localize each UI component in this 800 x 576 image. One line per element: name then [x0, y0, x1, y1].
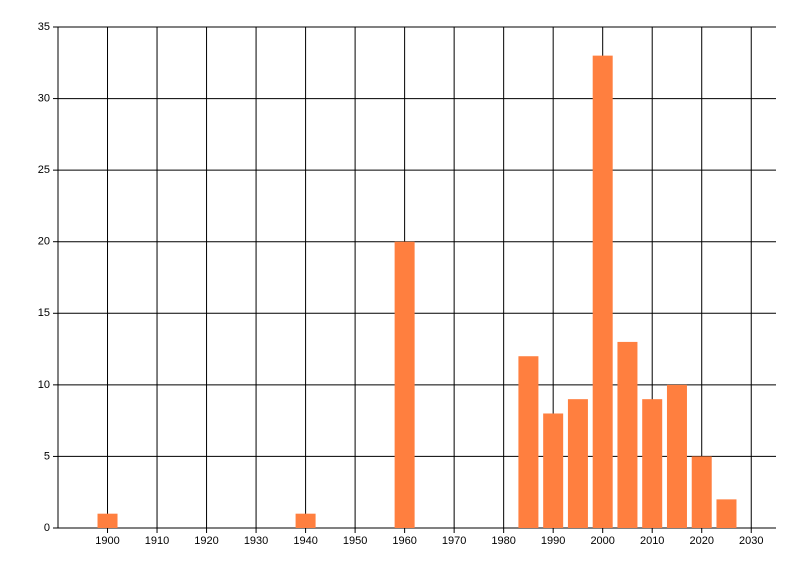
- bar: [691, 456, 712, 528]
- x-tick-label: 1910: [145, 535, 169, 547]
- y-tick-label: 20: [38, 236, 50, 248]
- x-tick-label: 2000: [590, 535, 614, 547]
- bar: [97, 513, 118, 528]
- bar: [716, 499, 737, 528]
- x-tick-label: 2030: [739, 535, 763, 547]
- x-tick-label: 1970: [442, 535, 466, 547]
- y-tick-label: 10: [38, 379, 50, 391]
- y-tick-label: 25: [38, 164, 50, 176]
- bar: [666, 384, 687, 528]
- x-tick-label: 1960: [392, 535, 416, 547]
- bar: [518, 356, 539, 528]
- y-tick-label: 30: [38, 92, 50, 104]
- x-tick-label: 1990: [541, 535, 565, 547]
- bar: [295, 513, 316, 528]
- x-tick-label: 1980: [491, 535, 515, 547]
- y-tick-label: 35: [38, 21, 50, 33]
- bar: [543, 413, 564, 528]
- y-tick-label: 0: [44, 522, 50, 534]
- bar: [642, 399, 663, 528]
- x-tick-label: 2010: [640, 535, 664, 547]
- bar: [592, 55, 613, 528]
- x-tick-label: 1900: [95, 535, 119, 547]
- bar: [394, 241, 415, 528]
- y-tick-label: 5: [44, 450, 50, 462]
- x-tick-label: 1940: [293, 535, 317, 547]
- x-tick-label: 1950: [343, 535, 367, 547]
- y-tick-label: 15: [38, 307, 50, 319]
- x-tick-label: 1930: [244, 535, 268, 547]
- bar: [567, 399, 588, 528]
- x-tick-label: 1920: [194, 535, 218, 547]
- x-tick-label: 2020: [689, 535, 713, 547]
- bar: [617, 341, 638, 528]
